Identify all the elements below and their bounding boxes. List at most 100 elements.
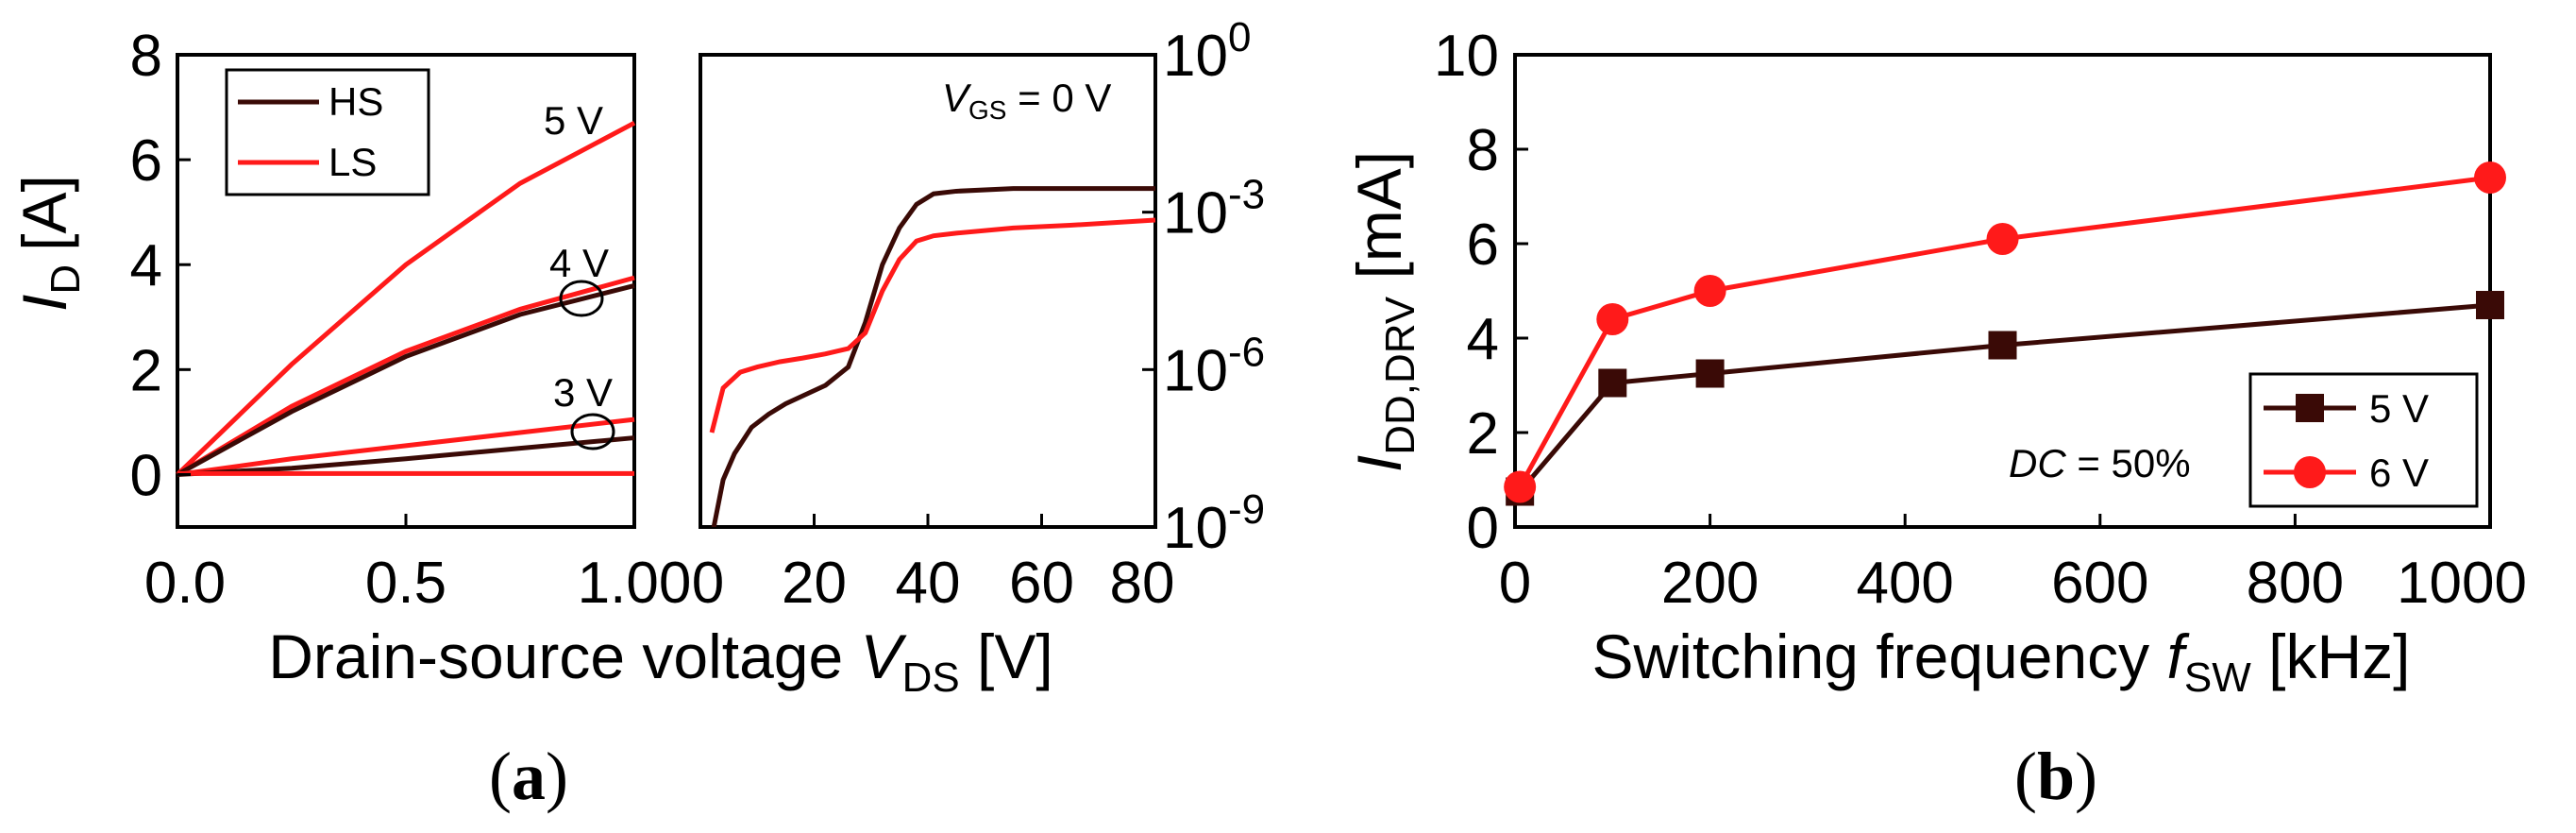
tick-base: 10 <box>1163 24 1228 89</box>
x-axis-label-b: Switching frequency fSW [kHz] <box>1592 621 2411 701</box>
series-line-0 <box>176 121 636 477</box>
x-tick-label: 20 <box>782 551 847 616</box>
caption-b-open: ( <box>2014 739 2037 814</box>
data-point-5v <box>2476 291 2504 319</box>
x-tick-label: 0.5 <box>365 551 446 616</box>
tick-base: 10 <box>1163 338 1228 403</box>
y-tick-label-right: 10-9 <box>1163 486 1265 561</box>
chart-a-left: 0.0 0.5 1.00 0 2 4 6 8 HS LS 5 V 4 V 3 V ID [A] <box>9 24 691 616</box>
y-tick-label: 2 <box>1467 401 1499 467</box>
y-axis-label-a: ID [A] <box>9 175 89 312</box>
series-group-a-left <box>176 121 636 477</box>
vgs-sub: GS <box>968 95 1006 125</box>
y-tick-label: 4 <box>130 233 162 298</box>
data-point-6v <box>1693 275 1726 307</box>
x-tick-label: 200 <box>1661 551 1759 616</box>
tick-exponent: 0 <box>1228 14 1251 60</box>
legend-a-left: HS LS <box>225 68 430 196</box>
caption-a-letter: a <box>512 739 546 814</box>
data-point-5v <box>1988 331 2017 360</box>
data-point-6v <box>1596 303 1629 335</box>
y-label-sub: D <box>42 264 89 295</box>
legend-box <box>225 68 430 196</box>
x-tick-label: 60 <box>1009 551 1074 616</box>
y-tick-label: 6 <box>130 128 162 194</box>
y-tick-label: 2 <box>130 338 162 403</box>
legend-marker-5v <box>2296 394 2324 422</box>
legend-label-hs: HS <box>328 79 383 124</box>
x-tick-label: 80 <box>1110 551 1175 616</box>
caption-b-close: ) <box>2075 739 2097 814</box>
x-tick-label: 1000 <box>2397 551 2527 616</box>
tick-exponent: -3 <box>1228 172 1265 218</box>
dc-rest: = 50% <box>2066 441 2191 485</box>
x-label-unit: [V] <box>960 621 1053 691</box>
series-group-b <box>1504 162 2506 506</box>
legend-box-b <box>2248 372 2479 508</box>
xb-label-unit: [kHz] <box>2251 621 2411 691</box>
ticks-a-left: 0.0 0.5 1.00 0 2 4 6 8 <box>130 24 692 616</box>
caption-a-open: ( <box>489 739 512 814</box>
tick-base: 10 <box>1163 181 1228 246</box>
y-label-unit: [A] <box>9 175 79 251</box>
y-tick-label-right: 100 <box>1163 14 1251 89</box>
xb-label-pre: Switching frequency <box>1592 621 2167 691</box>
condition-label-vgs: VGS = 0 V <box>942 76 1111 125</box>
annotation-3v: 3 V <box>553 370 613 415</box>
vgs-rest: = 0 V <box>1006 76 1111 120</box>
x-tick-label: 1.00 <box>578 551 692 616</box>
x-label-main: V <box>861 621 908 691</box>
data-point-5v <box>1695 359 1725 388</box>
xb-label-sub: SW <box>2184 654 2251 701</box>
data-point-6v <box>1504 470 1537 503</box>
yb-label-sub: DD,DRV <box>1377 296 1423 455</box>
y-axis-label-b: IDD,DRV [mA] <box>1344 151 1423 472</box>
legend-label-5v: 5 V <box>2369 386 2429 431</box>
highlight-circle-3v <box>570 413 615 450</box>
ticks-b: 0 200 400 600 800 1000 0 2 4 6 8 10 <box>1434 24 2527 616</box>
dc-main: DC <box>2009 441 2066 485</box>
caption-a-close: ) <box>546 739 568 814</box>
highlight-circle-4v <box>559 280 604 317</box>
caption-b-letter: b <box>2037 739 2075 814</box>
series-line-hs <box>711 186 1155 527</box>
x-tick-label: 0.0 <box>144 551 226 616</box>
legend-label-6v: 6 V <box>2369 450 2429 495</box>
x-tick-label: 800 <box>2247 551 2344 616</box>
y-tick-label: 0 <box>130 443 162 508</box>
annotation-5v: 5 V <box>544 98 603 143</box>
x-tick-label: 400 <box>1856 551 1953 616</box>
yb-label-unit: [mA] <box>1344 151 1414 297</box>
vgs-main: V <box>942 76 972 120</box>
y-tick-label: 10 <box>1434 24 1499 89</box>
caption-a: (a) <box>489 739 568 814</box>
data-point-5v <box>1598 368 1627 398</box>
y-tick-label-right: 10-6 <box>1163 329 1265 403</box>
legend-b: 5 V 6 V <box>2248 372 2479 508</box>
tick-exponent: -6 <box>1228 329 1265 375</box>
tick-exponent: -9 <box>1228 486 1265 533</box>
y-tick-label: 8 <box>130 24 162 89</box>
plot-frame-a-right <box>699 53 1157 529</box>
annotation-dc: DC = 50% <box>2009 441 2191 485</box>
series-line-3 <box>177 416 635 477</box>
annotation-4v: 4 V <box>549 241 609 285</box>
chart-b: 0 200 400 600 800 1000 0 2 4 6 8 10 DC = 50% 5 V 6 … <box>1344 24 2527 701</box>
series-line-2 <box>176 283 635 477</box>
x-tick-label: 0 <box>1499 551 1531 616</box>
series-line-1 <box>176 275 635 477</box>
x-tick-label: 600 <box>2051 551 2148 616</box>
x-axis-label-a: Drain-source voltage VDS [V] <box>268 621 1053 701</box>
tick-base: 10 <box>1163 496 1228 561</box>
legend-label-ls: LS <box>328 140 377 184</box>
x-tick-label: 40 <box>896 551 961 616</box>
y-tick-label: 0 <box>1467 496 1499 561</box>
data-point-6v <box>1986 223 2019 255</box>
series-line-ls <box>709 217 1155 434</box>
caption-b: (b) <box>2014 739 2097 814</box>
y-label-main: I <box>9 295 79 312</box>
y-tick-label: 4 <box>1467 307 1499 372</box>
